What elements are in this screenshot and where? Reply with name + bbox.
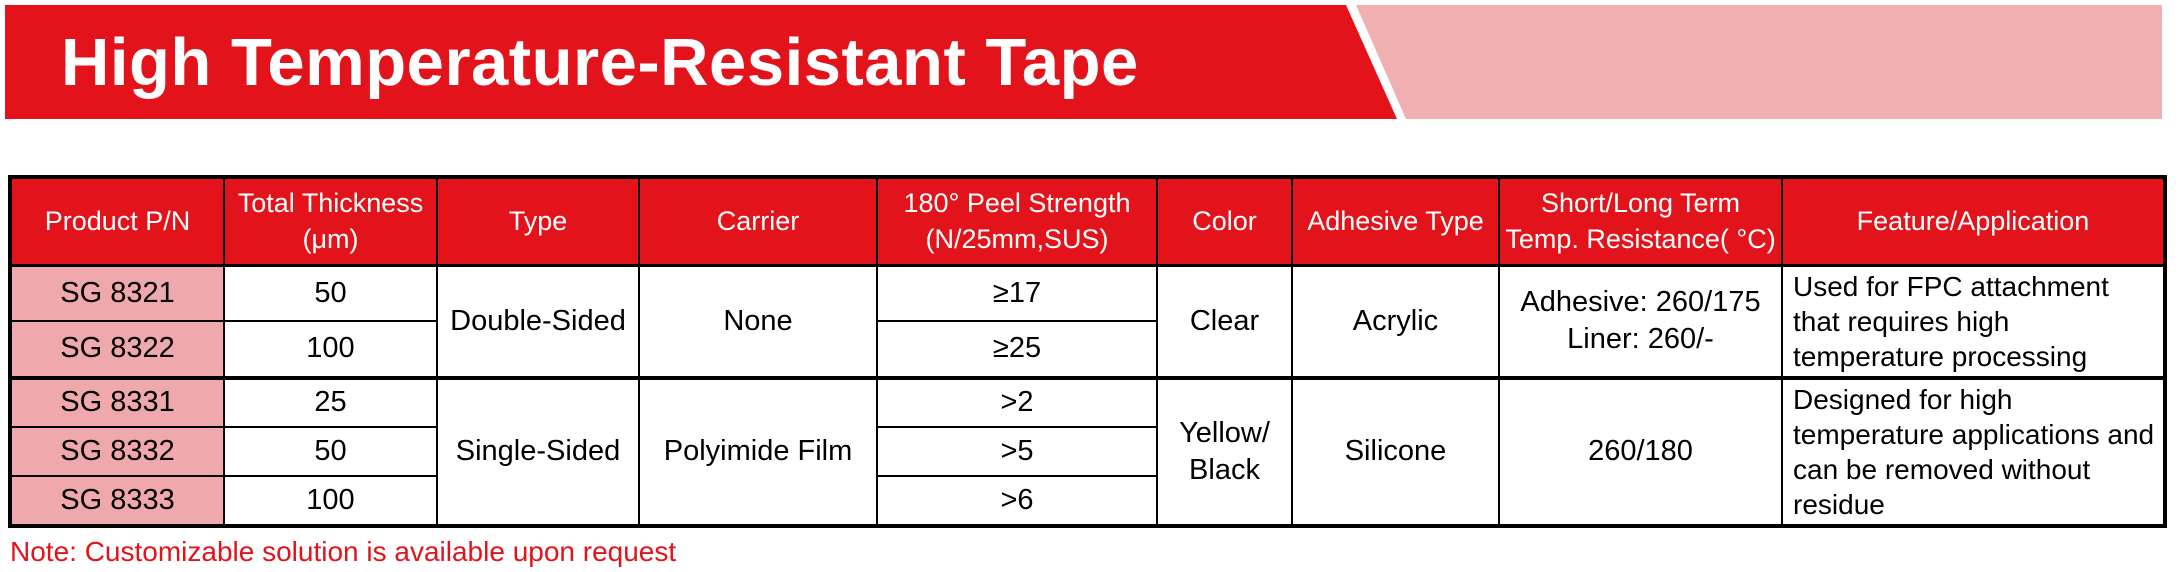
cell-feature: Designed for high temperature applicatio…: [1781, 375, 2166, 527]
table-row-sg8321: SG 8321 50 Double-Sided None ≥17 Clear A…: [9, 263, 2166, 379]
cell-carrier: None: [638, 264, 878, 379]
cell-carrier: Polyimide Film: [638, 375, 878, 527]
header-label: Carrier: [716, 206, 800, 237]
cell-peel-strength: ≥25: [876, 320, 1158, 379]
cell-adhesive: Acrylic: [1291, 264, 1500, 379]
cell-temp-resistance: Adhesive: 260/175 Liner: 260/-: [1498, 264, 1783, 379]
banner-red-shape: High Temperature-Resistant Tape: [5, 5, 1397, 119]
col-header-carrier: Carrier: [638, 176, 878, 267]
footnote: Note: Customizable solution is available…: [10, 535, 677, 567]
cell-product-pn: SG 8322: [9, 320, 225, 379]
header-label: Adhesive Type: [1307, 206, 1484, 237]
spec-table-container: Product P/N Total Thickness (μm) Type Car…: [8, 175, 2181, 528]
col-header-total-thickness: Total Thickness (μm): [223, 176, 438, 267]
cell-thickness: 50: [223, 263, 438, 323]
cell-thickness: 25: [223, 375, 438, 428]
header-label: Total Thickness: [237, 188, 424, 219]
col-header-product-pn: Product P/N: [9, 176, 225, 267]
col-header-color: Color: [1156, 176, 1293, 267]
header-label: Temp. Resistance( °C): [1505, 224, 1776, 255]
temp-line: Adhesive: 260/175: [1520, 286, 1761, 318]
cell-adhesive: Silicone: [1291, 375, 1500, 527]
table-row-sg8333: SG 8333 100 >6: [9, 475, 2165, 527]
header-label: Feature/Application: [1856, 206, 2090, 237]
page-title: High Temperature-Resistant Tape: [61, 24, 1139, 100]
cell-peel-strength: >6: [876, 475, 1158, 527]
col-header-type: Type: [436, 176, 640, 267]
cell-temp-resistance: 260/180: [1498, 375, 1783, 527]
header-label: Short/Long Term: [1540, 188, 1741, 219]
cell-product-pn: SG 8321: [9, 263, 225, 323]
header-row: Product P/N Total Thickness (μm) Type Car…: [9, 176, 2166, 267]
cell-color: Clear: [1156, 264, 1293, 379]
cell-thickness: 50: [223, 425, 438, 478]
cell-type: Double-Sided: [436, 264, 640, 379]
cell-product-pn: SG 8331: [9, 375, 225, 428]
header-label: Color: [1192, 206, 1257, 237]
cell-peel-strength: ≥17: [876, 263, 1158, 323]
col-header-adhesive-type: Adhesive Type: [1291, 176, 1500, 267]
spec-table: Product P/N Total Thickness (μm) Type Car…: [8, 175, 2167, 528]
temp-line: Liner: 260/-: [1567, 323, 1714, 355]
col-header-temp-resistance: Short/Long Term Temp. Resistance( °C): [1498, 176, 1783, 267]
header-label: 180° Peel Strength: [903, 188, 1131, 219]
header-label: Type: [508, 206, 568, 237]
table-row-sg8331: SG 8331 25 Single-Sided Polyimide Film >…: [9, 375, 2166, 527]
cell-thickness: 100: [223, 475, 438, 527]
table-row-sg8322: SG 8322 100 ≥25: [9, 320, 2165, 379]
color-line: Yellow/: [1179, 416, 1270, 449]
cell-thickness: 100: [223, 320, 438, 379]
cell-type: Single-Sided: [436, 375, 640, 527]
cell-peel-strength: >5: [876, 425, 1158, 478]
cell-feature: Used for FPC attachment that requires hi…: [1781, 264, 2166, 379]
cell-product-pn: SG 8333: [9, 475, 225, 527]
cell-product-pn: SG 8332: [9, 425, 225, 478]
col-header-feature-application: Feature/Application: [1781, 176, 2166, 267]
header-label: Product P/N: [44, 206, 191, 237]
banner: High Temperature-Resistant Tape: [0, 4, 2181, 123]
color-line: Black: [1189, 453, 1260, 486]
col-header-peel-strength: 180° Peel Strength (N/25mm,SUS): [876, 176, 1158, 267]
banner-pink-shape: [1356, 5, 2162, 119]
cell-color: Yellow/ Black: [1156, 375, 1293, 527]
cell-peel-strength: >2: [876, 375, 1158, 428]
table-row-sg8332: SG 8332 50 >5: [9, 425, 2165, 478]
header-label: (N/25mm,SUS): [925, 224, 1109, 255]
header-label: (μm): [302, 224, 359, 255]
